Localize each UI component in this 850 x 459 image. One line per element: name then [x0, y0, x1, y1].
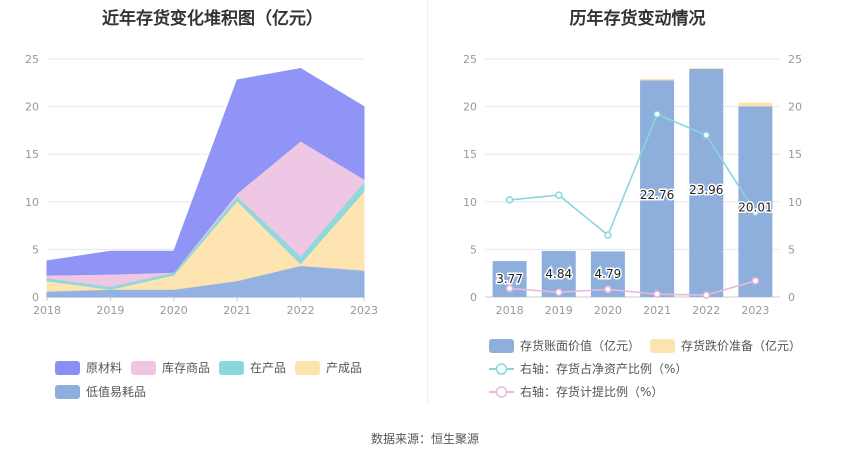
legend-item-inventory-goods[interactable]: 库存商品: [131, 359, 210, 376]
bar-data-label: 20.01: [738, 200, 772, 214]
area-原材料: [46, 67, 365, 276]
y-right-tick-label: 25: [788, 53, 802, 66]
legend-item-impairment[interactable]: 存货跌价准备（亿元）: [650, 337, 801, 354]
legend-item-inventory-ratio[interactable]: 右轴：存货占净资产比例（%）: [489, 360, 687, 377]
bar-book-value: [738, 106, 773, 298]
x-tick-label: 2018: [496, 304, 524, 317]
legend-swatch: [489, 338, 514, 353]
legend-label: 产成品: [326, 361, 363, 375]
legend-label: 右轴：存货占净资产比例（%）: [520, 362, 688, 376]
legend-swatch: [55, 384, 80, 399]
x-tick-label: 2018: [33, 304, 61, 317]
y-left-tick-label: 10: [463, 196, 477, 209]
line-point: [702, 131, 710, 139]
y-left-tick-label: 5: [470, 243, 477, 256]
x-tick-label: 2020: [160, 304, 188, 317]
line-point: [604, 231, 612, 239]
legend-label: 低值易耗品: [86, 385, 147, 399]
line-右轴：存货占净资产比例（%）: [509, 113, 757, 237]
legend-item-finished-goods[interactable]: 产成品: [295, 359, 362, 376]
y-right-tick-label: 10: [788, 196, 802, 209]
legend-item-provision-ratio[interactable]: 右轴：存货计提比例（%）: [489, 383, 663, 400]
bar-data-label: 4.84: [545, 267, 572, 281]
bar-data-label: 23.96: [689, 183, 723, 197]
x-tick-label: 2019: [96, 304, 124, 317]
line-point: [751, 277, 760, 285]
legend-swatch: [219, 360, 244, 375]
bar-impairment: [738, 102, 773, 107]
y-tick-label: 5: [32, 243, 39, 256]
legend-item-raw-materials[interactable]: 原材料: [55, 359, 122, 376]
x-tick-label: 2023: [741, 304, 769, 317]
x-tick-label: 2019: [545, 304, 573, 317]
legend-line-marker: [489, 362, 514, 375]
line-point: [653, 110, 661, 118]
legend-item-wip[interactable]: 在产品: [219, 359, 286, 376]
y-right-tick-label: 5: [788, 243, 795, 256]
left-chart-title: 近年存货变化堆积图（亿元）: [102, 9, 323, 29]
legend-swatch: [55, 360, 80, 375]
data-source: 数据来源：恒生聚源: [370, 432, 479, 446]
legend-line-marker: [489, 385, 514, 398]
x-tick-label: 2021: [643, 304, 671, 317]
legend-label: 存货跌价准备（亿元）: [681, 339, 802, 353]
line-point: [604, 285, 612, 294]
bar-data-label: 22.76: [640, 188, 674, 202]
line-point: [555, 191, 563, 199]
line-右轴：存货计提比例（%）: [509, 280, 756, 296]
y-left-tick-label: 0: [470, 291, 477, 304]
y-left-tick-label: 15: [463, 148, 477, 161]
legend-item-book-value[interactable]: 存货账面价值（亿元）: [489, 337, 640, 354]
bar-impairment: [640, 78, 675, 81]
x-tick-label: 2021: [223, 304, 251, 317]
bar-data-label: 3.77: [496, 272, 523, 286]
y-tick-label: 15: [25, 148, 39, 161]
y-right-tick-label: 20: [788, 101, 802, 114]
x-tick-label: 2020: [594, 304, 622, 317]
bar-data-label: 4.79: [595, 267, 622, 281]
legend-swatch: [295, 360, 320, 375]
y-tick-label: 0: [32, 291, 39, 304]
legend-label: 右轴：存货计提比例（%）: [520, 385, 664, 399]
line-point: [505, 284, 514, 293]
y-left-tick-label: 20: [463, 101, 477, 114]
right-chart-title: 历年存货变动情况: [569, 9, 706, 29]
x-tick-label: 2022: [287, 304, 315, 317]
panel-divider: [427, 0, 428, 405]
line-point: [555, 288, 563, 296]
legend-swatch: [131, 360, 156, 375]
line-point: [751, 208, 760, 217]
legend-label: 在产品: [250, 361, 287, 375]
legend-swatch: [650, 338, 675, 353]
y-tick-label: 25: [25, 53, 39, 66]
line-point: [702, 291, 710, 299]
y-right-tick-label: 15: [788, 148, 802, 161]
legend-label: 库存商品: [162, 361, 211, 375]
y-tick-label: 20: [25, 101, 39, 114]
line-point: [653, 290, 661, 298]
legend-item-low-value-consumables[interactable]: 低值易耗品: [55, 383, 146, 400]
bar-impairment: [689, 67, 724, 69]
legend-label: 原材料: [86, 361, 123, 375]
x-tick-label: 2023: [350, 304, 378, 317]
line-point: [505, 196, 514, 204]
bar-book-value: [689, 68, 724, 297]
y-left-tick-label: 25: [463, 53, 477, 66]
legend-label: 存货账面价值（亿元）: [520, 339, 641, 353]
y-tick-label: 10: [25, 196, 39, 209]
x-tick-label: 2022: [692, 304, 720, 317]
y-right-tick-label: 0: [788, 291, 795, 304]
